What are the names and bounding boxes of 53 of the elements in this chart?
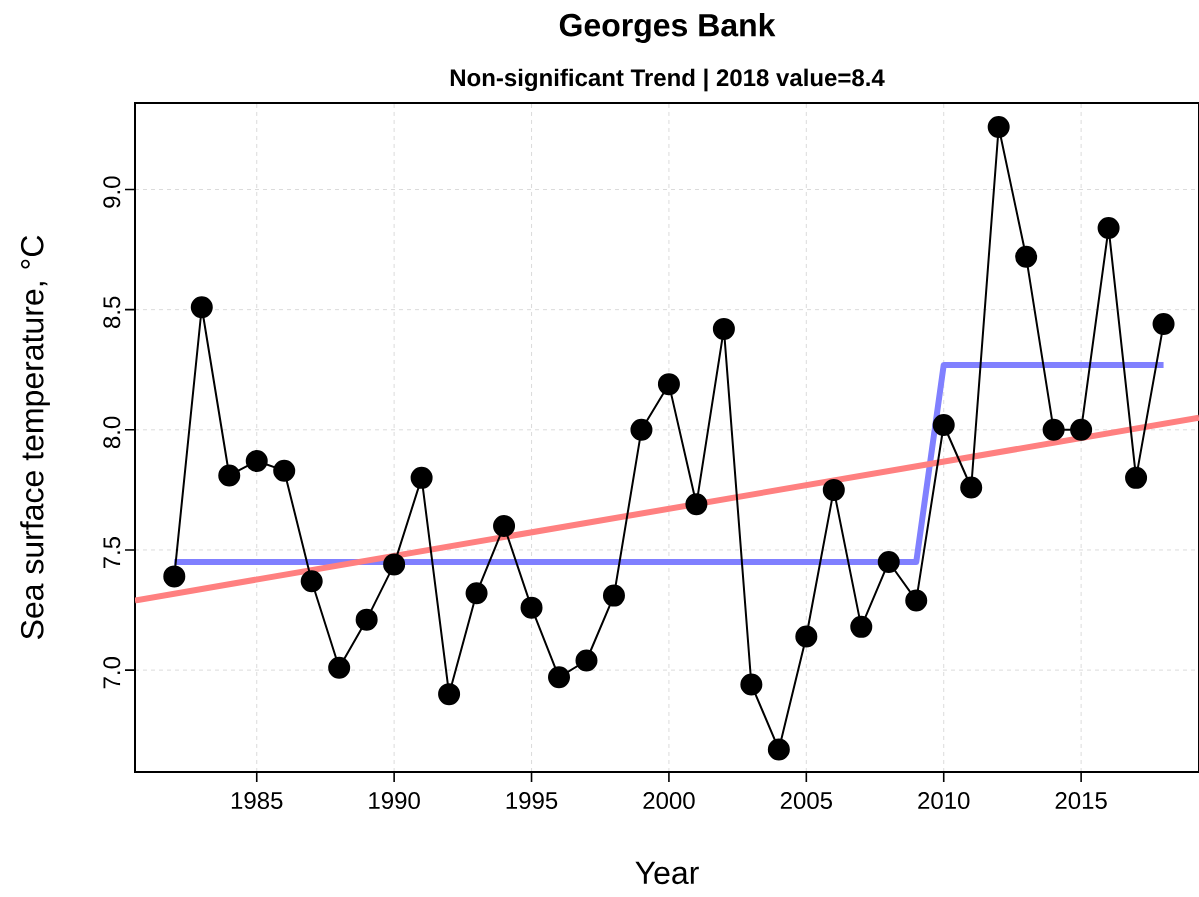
point xyxy=(630,418,653,441)
point xyxy=(877,550,900,573)
point xyxy=(602,584,625,607)
point xyxy=(932,414,955,436)
point xyxy=(355,608,378,631)
point xyxy=(1125,466,1148,489)
point xyxy=(328,656,351,679)
point xyxy=(657,373,680,396)
point xyxy=(548,666,571,689)
y-tick-label: 8.5 xyxy=(103,296,121,328)
x-tick-label: 2005 xyxy=(780,792,832,810)
y-tick-label: 9.0 xyxy=(103,176,121,208)
x-tick-label: 2000 xyxy=(643,792,695,810)
x-axis-title: Year xyxy=(635,861,699,885)
chart-title: Georges Bank xyxy=(559,13,776,43)
point xyxy=(410,466,433,489)
point xyxy=(767,738,790,761)
chart-subtitle: Non-significant Trend | 2018 value=8.4 xyxy=(450,68,885,92)
point xyxy=(190,296,213,319)
point xyxy=(300,570,323,593)
point xyxy=(465,582,488,605)
x-tick-label: 2010 xyxy=(918,792,970,810)
y-tick-label: 8.0 xyxy=(103,416,121,449)
point xyxy=(850,615,873,638)
point xyxy=(273,459,296,482)
point xyxy=(1070,418,1093,441)
point xyxy=(1015,245,1038,268)
point xyxy=(383,553,406,576)
point xyxy=(960,476,983,499)
point xyxy=(795,625,818,648)
y-tick-label: 7.5 xyxy=(103,536,121,569)
x-tick-label: 1985 xyxy=(231,792,283,810)
x-tick-label: 1995 xyxy=(506,792,558,810)
point xyxy=(520,596,543,619)
point xyxy=(1042,418,1065,441)
point xyxy=(905,589,928,612)
point xyxy=(712,317,735,340)
point xyxy=(163,565,186,588)
point xyxy=(822,478,845,501)
point xyxy=(1152,313,1175,336)
point xyxy=(740,673,763,696)
x-tick-label: 1990 xyxy=(369,792,420,810)
point xyxy=(575,649,598,672)
point xyxy=(685,493,708,516)
y-axis-title: Sea surface temperature, °C xyxy=(20,235,50,639)
point xyxy=(493,514,516,537)
point xyxy=(438,683,461,706)
point xyxy=(245,450,268,473)
y-tick-label: 7.0 xyxy=(103,657,121,689)
x-tick-label: 2015 xyxy=(1055,792,1107,810)
point xyxy=(218,464,241,487)
point xyxy=(1097,216,1120,239)
point xyxy=(987,116,1010,139)
